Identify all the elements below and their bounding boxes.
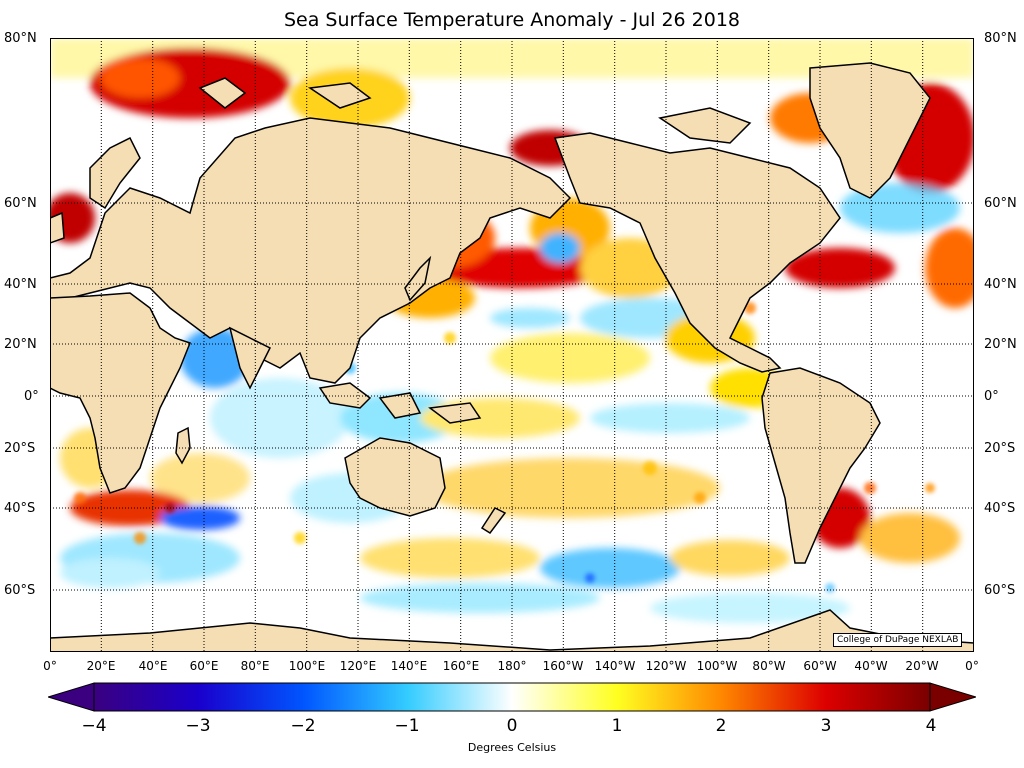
sst-anomaly-map: [50, 38, 974, 652]
colorbar-tick: −2: [290, 716, 316, 736]
lat-label-right: 60°S: [984, 583, 1016, 598]
lat-label-left: 60°S: [4, 583, 36, 598]
lat-label-left: 40°N: [4, 277, 37, 292]
lon-label: 0°: [965, 659, 979, 673]
lon-label: 120°E: [339, 659, 377, 673]
lon-label: 180°: [497, 659, 527, 673]
lon-label: 40°E: [138, 659, 168, 673]
lon-label: 140°E: [390, 659, 428, 673]
lon-label: 120°W: [645, 659, 687, 673]
lat-label-right: 20°N: [984, 337, 1017, 352]
lat-label-left: 20°S: [4, 441, 36, 456]
lat-label-right: 20°S: [984, 441, 1016, 456]
colorbar-tick: 4: [925, 716, 937, 736]
lat-label-right: 0°: [984, 389, 999, 404]
colorbar-label: Degrees Celsius: [467, 741, 557, 754]
lon-label: 0°: [43, 659, 57, 673]
colorbar: [48, 682, 976, 712]
lon-label: 60°E: [189, 659, 219, 673]
map-title: Sea Surface Temperature Anomaly - Jul 26…: [283, 9, 741, 31]
lon-label: 140°W: [594, 659, 636, 673]
lon-label: 100°W: [696, 659, 738, 673]
colorbar-tick: 0: [506, 716, 518, 736]
lat-label-left: 80°N: [4, 31, 37, 46]
lat-label-left: 20°N: [4, 337, 37, 352]
lat-label-left: 60°N: [4, 196, 37, 211]
colorbar-tick: 1: [611, 716, 623, 736]
colorbar-tick: 3: [820, 716, 832, 736]
lon-label: 160°W: [542, 659, 584, 673]
colorbar-tick: −4: [81, 716, 107, 736]
land-masses: [50, 62, 974, 652]
lon-label: 60°W: [803, 659, 837, 673]
lon-label: 80°E: [240, 659, 270, 673]
graticule: [50, 38, 974, 652]
lon-label: 80°W: [752, 659, 786, 673]
lat-label-right: 80°N: [984, 31, 1017, 46]
colorbar-tick: −1: [394, 716, 420, 736]
lat-label-left: 40°S: [4, 501, 36, 516]
lat-label-right: 40°N: [984, 277, 1017, 292]
lat-label-right: 60°N: [984, 196, 1017, 211]
lat-label-right: 40°S: [984, 501, 1016, 516]
lon-label: 20°W: [905, 659, 939, 673]
lon-label: 40°W: [854, 659, 888, 673]
lat-label-left: 0°: [24, 389, 39, 404]
credit-label: College of DuPage NEXLAB: [833, 633, 963, 647]
lon-label: 160°E: [442, 659, 480, 673]
lon-label: 20°E: [86, 659, 116, 673]
lon-label: 100°E: [288, 659, 326, 673]
colorbar-tick: −3: [185, 716, 211, 736]
colorbar-tick: 2: [715, 716, 727, 736]
